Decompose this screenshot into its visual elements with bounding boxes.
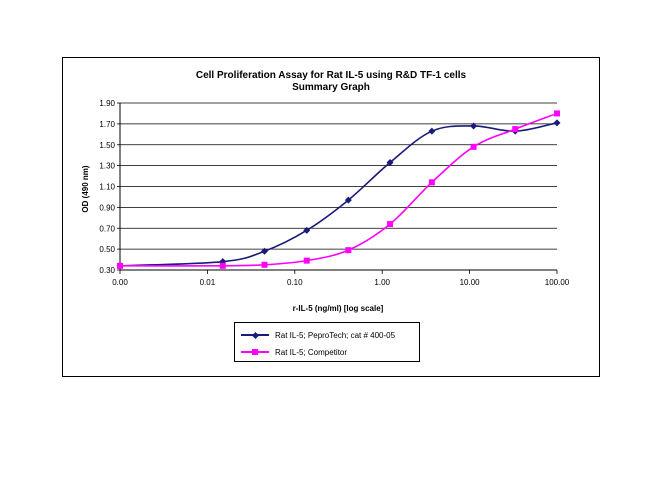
y-tick-label: 1.50 [99, 141, 115, 150]
y-tick-label: 1.30 [99, 162, 115, 171]
x-tick-label: 1.00 [374, 278, 390, 287]
data-point-series-1 [386, 158, 394, 166]
data-point-series-2 [428, 179, 435, 186]
x-tick-label: 0.00 [112, 278, 128, 287]
series-line-2 [119, 112, 558, 267]
legend-item-series-2: Rat IL-5; Competitor [241, 346, 347, 358]
data-point-series-2 [303, 257, 310, 264]
legend-swatch-series-1 [241, 329, 269, 341]
y-tick-label: 1.70 [99, 120, 115, 129]
data-point-series-2 [345, 247, 352, 254]
y-tick-label: 1.90 [99, 99, 115, 108]
data-point-series-2 [117, 262, 123, 269]
data-point-series-2 [470, 143, 477, 150]
x-tick-label: 100.00 [545, 278, 570, 287]
y-tick-label: 0.30 [99, 266, 115, 275]
data-point-series-2 [387, 221, 394, 228]
legend-swatch-series-2 [241, 346, 269, 358]
data-point-series-1 [260, 247, 268, 255]
chart-title: Cell Proliferation Assay for Rat IL-5 us… [195, 70, 467, 81]
data-point-series-1 [553, 119, 561, 127]
legend-item-series-1: Rat IL-5; PeproTech; cat # 400-05 [241, 329, 395, 341]
axes [117, 102, 558, 274]
y-tick-label: 0.70 [99, 224, 115, 233]
x-tick-label: 0.01 [200, 278, 216, 287]
tick-labels: 0.30 0.50 0.70 0.90 1.10 1.30 1.50 1.70 1.90 0.00… [99, 99, 569, 287]
data-point-series-1 [344, 196, 352, 204]
legend-label-series-1: Rat IL-5; PeproTech; cat # 400-05 [275, 330, 396, 340]
x-tick-label: 10.00 [460, 278, 481, 287]
chart-subtitle: Summary Graph [292, 82, 370, 93]
data-point-series-2 [261, 261, 268, 268]
data-point-series-2 [554, 110, 560, 117]
data-point-series-1 [303, 226, 311, 234]
legend-label-series-2: Rat IL-5; Competitor [275, 347, 348, 357]
y-tick-label: 1.10 [99, 183, 115, 192]
series-layer [116, 110, 561, 270]
data-point-series-1 [470, 122, 478, 130]
y-axis-label: OD (490 nm) [81, 165, 90, 212]
data-point-series-2 [512, 126, 519, 133]
series-line-1 [119, 122, 558, 267]
x-tick-label: 0.10 [287, 278, 303, 287]
data-point-series-1 [428, 127, 436, 135]
x-axis-label: r-IL-5 (ng/ml) [log scale] [293, 304, 384, 313]
y-tick-label: 0.90 [99, 203, 115, 212]
y-tick-label: 0.50 [99, 245, 115, 254]
legend: Rat IL-5; PeproTech; cat # 400-05 Rat IL… [234, 322, 420, 362]
data-point-series-2 [219, 262, 226, 269]
